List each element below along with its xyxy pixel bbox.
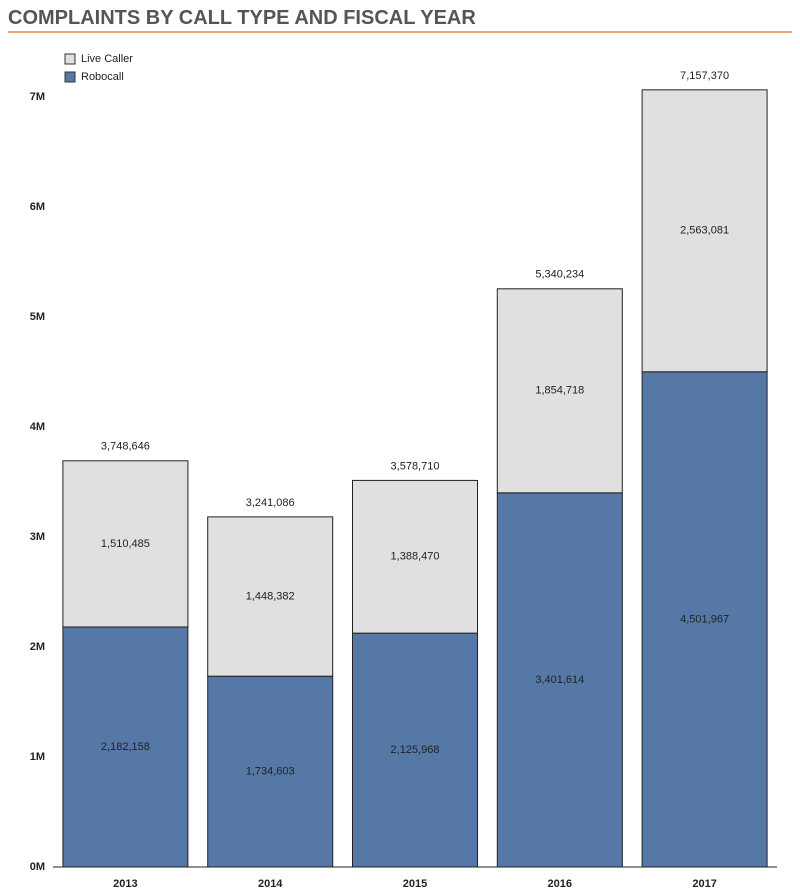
total-label: 7,157,370 [680,70,729,82]
data-label: 3,401,614 [535,674,584,686]
x-tick-label: 2014 [258,878,283,890]
data-label: 1,448,382 [246,590,295,602]
bar-segment [207,516,334,677]
chart-title: COMPLAINTS BY CALL TYPE AND FISCAL YEAR [8,7,476,29]
x-tick-label: 2015 [403,878,427,890]
y-tick-label: 2M [30,641,45,653]
legend-label: Live Caller [81,53,133,65]
data-label: 1,734,603 [246,766,295,778]
data-label: 2,182,158 [101,741,150,753]
bar-segment [352,479,478,634]
y-tick-label: 0M [30,861,45,873]
y-tick-label: 4M [30,421,45,433]
bar-segment [496,492,623,868]
bar-segment [641,89,768,373]
legend-label: Robocall [81,71,124,83]
y-tick-label: 6M [30,201,45,213]
x-tick-label: 2017 [692,878,716,890]
y-tick-label: 7M [30,91,45,103]
x-tick-label: 2016 [548,878,572,890]
data-label: 1,510,485 [101,538,150,550]
total-label: 3,241,086 [246,497,295,509]
data-label: 2,125,968 [391,744,440,756]
legend-swatch [64,71,76,83]
data-label: 4,501,967 [680,613,729,625]
y-tick-label: 1M [30,751,45,763]
bar-segment [641,371,768,868]
y-tick-label: 3M [30,531,45,543]
legend-swatch [64,53,76,65]
bar-segment [496,288,623,494]
y-tick-label: 5M [30,311,45,323]
data-label: 1,388,470 [391,551,440,563]
bar-segment [62,460,189,628]
total-label: 3,748,646 [101,441,150,453]
total-label: 3,578,710 [391,460,440,472]
bar-segment [352,632,478,868]
x-tick-label: 2013 [113,878,137,890]
data-label: 1,854,718 [535,385,584,397]
data-label: 2,563,081 [680,225,729,237]
total-label: 5,340,234 [535,269,584,281]
